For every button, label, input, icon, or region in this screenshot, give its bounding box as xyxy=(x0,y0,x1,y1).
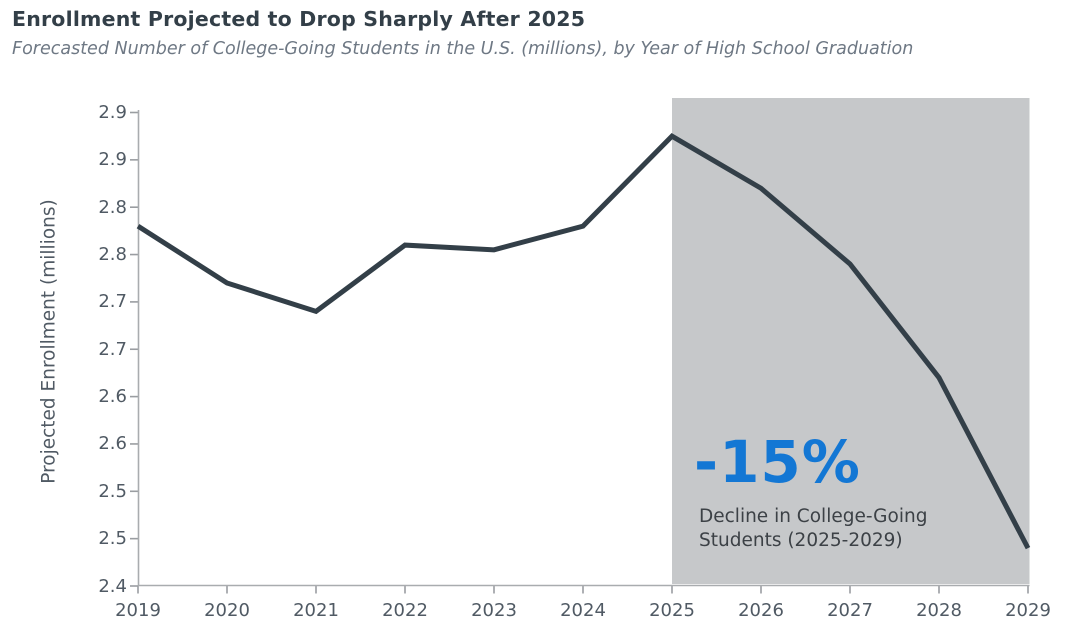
y-tick-label: 2.8 xyxy=(98,196,127,218)
y-tick-label: 2.5 xyxy=(98,480,127,502)
decline-description-line-2: Students (2025-2029) xyxy=(699,530,903,551)
y-tick-label: 2.6 xyxy=(98,433,127,455)
chart-title: Enrollment Projected to Drop Sharply Aft… xyxy=(12,7,586,31)
x-tick-label: 2026 xyxy=(738,600,784,621)
chart-subtitle: Forecasted Number of College-Going Stude… xyxy=(12,39,914,59)
y-tick-label: 2.9 xyxy=(98,149,127,171)
y-axis-ticks xyxy=(130,111,138,587)
x-tick-label: 2020 xyxy=(204,600,250,621)
x-tick-label: 2028 xyxy=(916,600,962,621)
x-tick-label: 2022 xyxy=(382,600,428,621)
y-tick-label: 2.8 xyxy=(98,244,127,266)
x-tick-label: 2025 xyxy=(649,600,695,621)
y-tick-label: 2.7 xyxy=(98,291,127,313)
x-tick-label: 2024 xyxy=(560,600,606,621)
x-axis-ticks xyxy=(137,585,1029,594)
forecast-highlight-region xyxy=(672,98,1030,584)
decline-percent-annotation: -15% xyxy=(694,428,861,496)
x-tick-label: 2027 xyxy=(827,600,873,621)
decline-description-line-1: Decline in College-Going xyxy=(699,506,928,527)
enrollment-line-series xyxy=(136,133,1031,550)
x-tick-label: 2023 xyxy=(471,600,517,621)
x-tick-label: 2029 xyxy=(1005,600,1051,621)
x-tick-label: 2021 xyxy=(293,600,339,621)
y-tick-label: 2.9 xyxy=(98,102,127,123)
decline-description-annotation: Decline in College-Going Students (2025-… xyxy=(699,505,927,553)
y-tick-label: 2.7 xyxy=(98,338,127,360)
y-tick-label: 2.4 xyxy=(98,575,127,597)
y-tick-label: 2.6 xyxy=(98,386,127,408)
y-tick-label: 2.5 xyxy=(98,528,127,550)
x-tick-label: 2019 xyxy=(115,600,161,621)
